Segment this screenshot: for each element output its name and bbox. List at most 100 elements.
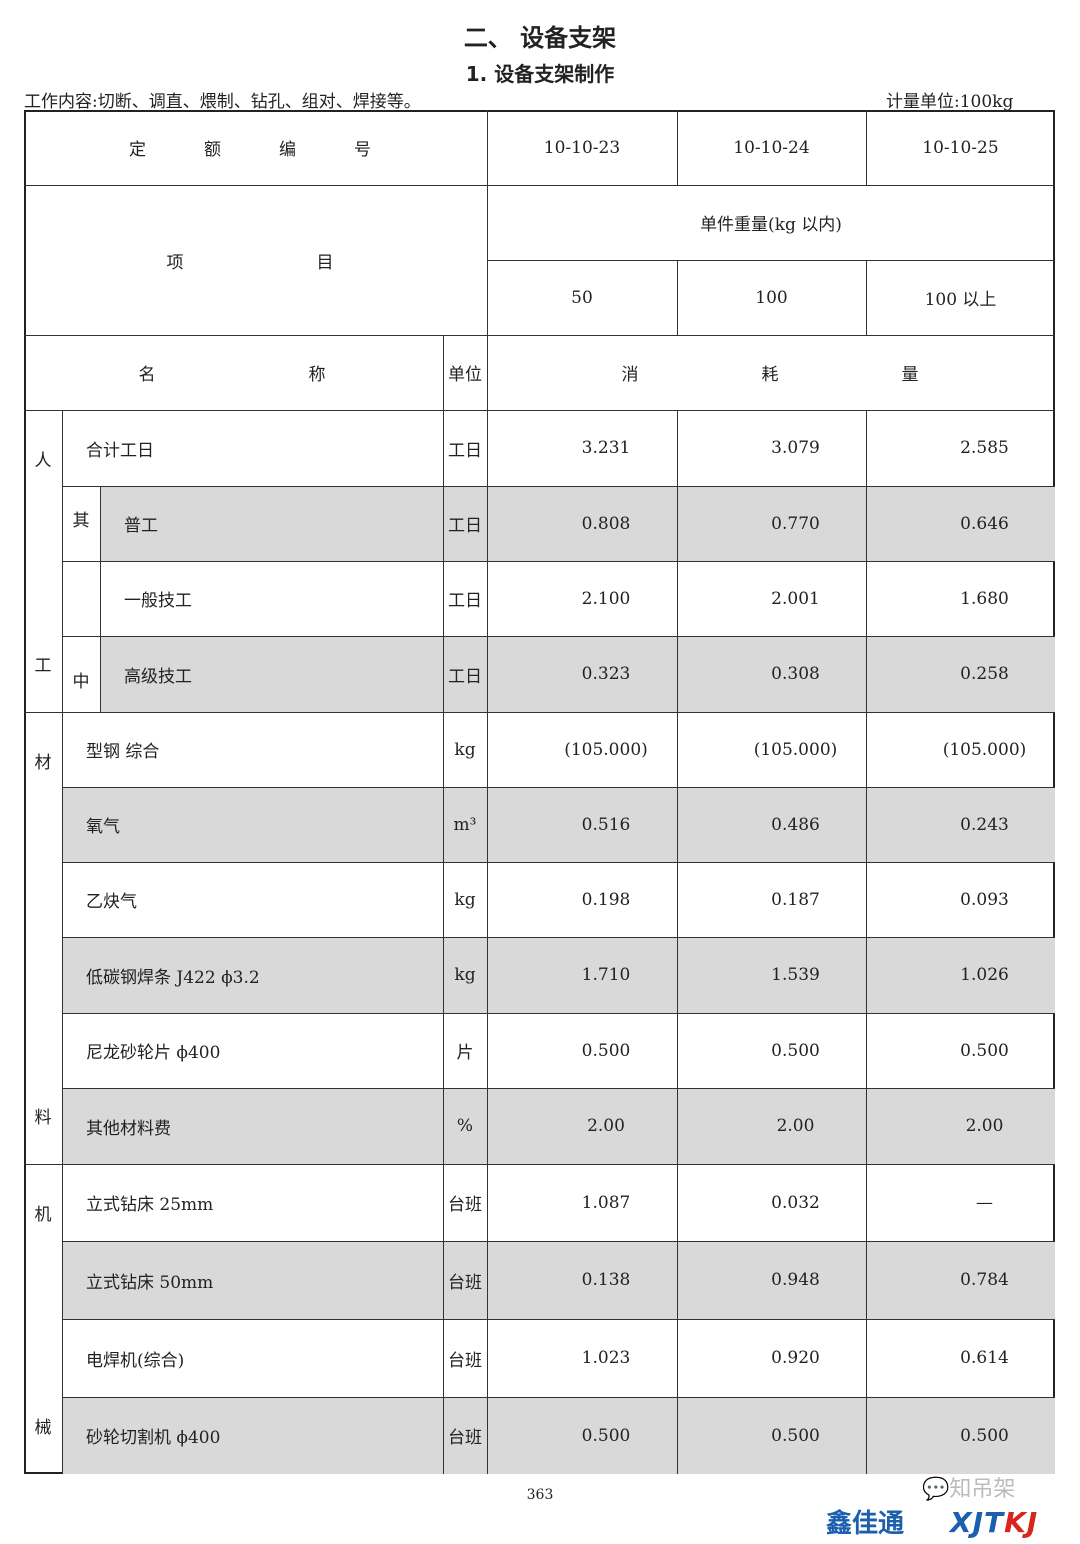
weight-value: 50 xyxy=(571,287,593,308)
row-name: 电焊机(综合) xyxy=(86,1350,185,1371)
divider xyxy=(62,1013,1055,1014)
row-value: 1.026 xyxy=(960,965,1009,985)
row-value: 2.001 xyxy=(771,588,820,609)
row-name: 立式钻床 25mm xyxy=(86,1195,214,1215)
row-value: 0.243 xyxy=(960,814,1009,835)
divider xyxy=(62,486,1055,487)
group-machine: 机械 xyxy=(24,1164,62,1474)
quota-number-label-char: 定 xyxy=(129,140,146,160)
divider xyxy=(24,712,1055,713)
row-value: 0.920 xyxy=(771,1348,820,1368)
row-shade xyxy=(62,1088,1055,1164)
group-material-char: 料 xyxy=(34,1108,52,1128)
quota-number-label: 定额编号 xyxy=(100,110,400,185)
row-unit: 工日 xyxy=(448,591,482,611)
row-value: 0.646 xyxy=(960,513,1009,534)
row-value: 0.187 xyxy=(771,889,820,910)
quota-number-label-char: 号 xyxy=(354,140,371,160)
row-unit: 工日 xyxy=(448,666,482,687)
quota-number-label-char: 编 xyxy=(279,140,296,160)
row-name: 高级技工 xyxy=(124,666,192,687)
row-unit: 台班 xyxy=(448,1428,482,1448)
item-label-char: 项 xyxy=(166,252,184,273)
row-name: 氧气 xyxy=(86,817,120,837)
quota-number-label-char: 额 xyxy=(204,140,221,160)
divider xyxy=(62,937,1055,938)
row-value: 0.093 xyxy=(960,889,1009,910)
row-name: 型钢 综合 xyxy=(86,742,160,762)
divider xyxy=(866,260,867,335)
row-unit: 工日 xyxy=(448,516,482,536)
row-value: 0.808 xyxy=(581,513,631,534)
divider xyxy=(677,410,678,1474)
row-value: 0.770 xyxy=(771,513,820,534)
logo-xinjiatong: 鑫佳通 xyxy=(826,1509,905,1539)
divider xyxy=(677,260,678,335)
row-value: 0.500 xyxy=(771,1425,820,1446)
name-label-char: 名 xyxy=(138,365,156,385)
row-value: (105.000) xyxy=(753,739,838,760)
row-unit: 台班 xyxy=(448,1350,482,1371)
group-among: 其中 xyxy=(62,486,100,712)
row-unit: kg xyxy=(454,889,476,910)
divider xyxy=(62,787,1055,788)
row-value: (105.000) xyxy=(564,739,648,760)
row-value: 2.100 xyxy=(581,588,631,609)
row-unit: 工日 xyxy=(448,440,482,461)
group-material: 材料 xyxy=(24,712,62,1164)
divider xyxy=(866,110,867,185)
divider xyxy=(24,410,1055,411)
divider xyxy=(100,486,101,712)
row-name: 尼龙砂轮片 ϕ400 xyxy=(86,1043,221,1063)
weight-value: 100 以上 xyxy=(924,290,997,310)
unit-note: 计量单位:100kg xyxy=(886,92,1014,112)
group-machine-char: 械 xyxy=(34,1418,52,1438)
divider xyxy=(487,110,488,1474)
name-label: 名称 xyxy=(62,335,402,410)
row-value: 0.784 xyxy=(960,1270,1009,1290)
row-value: 0.500 xyxy=(581,1040,631,1061)
group-machine-char: 机 xyxy=(34,1205,52,1225)
divider xyxy=(24,1164,1055,1165)
row-value: 1.087 xyxy=(581,1192,631,1213)
row-value: — xyxy=(976,1192,993,1213)
row-name: 砂轮切割机 ϕ400 xyxy=(86,1428,221,1448)
consumption-label-char: 消 xyxy=(621,365,639,385)
row-unit: 台班 xyxy=(448,1272,482,1293)
name-label-char: 称 xyxy=(308,365,326,385)
row-name: 立式钻床 50mm xyxy=(86,1272,214,1293)
row-value: 3.231 xyxy=(581,438,631,458)
divider xyxy=(62,1319,1055,1320)
logo-xjtkj: XJTKJ xyxy=(950,1506,1039,1539)
divider xyxy=(24,335,1055,336)
row-value: 0.500 xyxy=(581,1425,631,1446)
group-labor: 人工 xyxy=(24,410,62,712)
watermark: 💬知吊架 xyxy=(922,1477,1016,1502)
row-name: 低碳钢焊条 J422 ϕ3.2 xyxy=(86,967,260,988)
row-value: 0.308 xyxy=(771,664,820,684)
divider xyxy=(62,1397,1055,1398)
divider xyxy=(443,335,444,1474)
row-shade xyxy=(62,787,1055,862)
row-value: 0.198 xyxy=(581,889,631,910)
consumption-label-char: 耗 xyxy=(761,365,779,385)
divider xyxy=(487,260,1055,261)
row-value: 1.539 xyxy=(771,965,820,985)
divider xyxy=(62,862,1055,863)
row-value: 0.500 xyxy=(960,1040,1009,1061)
row-value: 3.079 xyxy=(771,438,820,458)
quota-code: 10-10-23 xyxy=(543,137,621,158)
row-unit: 片 xyxy=(456,1043,474,1063)
page-number: 363 xyxy=(526,1487,554,1503)
quota-table: 定额编号 10-10-23 10-10-24 10-10-25 项目单件重量(kg 以内… xyxy=(24,110,1055,1474)
divider xyxy=(62,410,63,1474)
group-material-char: 材 xyxy=(34,753,52,773)
row-value: 0.516 xyxy=(581,814,631,835)
row-shade xyxy=(100,636,1055,712)
quota-code: 10-10-25 xyxy=(922,137,999,158)
divider xyxy=(24,185,1055,186)
group-among-char: 其 xyxy=(72,511,90,531)
row-value: 2.00 xyxy=(965,1116,1004,1136)
row-value: 0.486 xyxy=(771,814,820,835)
